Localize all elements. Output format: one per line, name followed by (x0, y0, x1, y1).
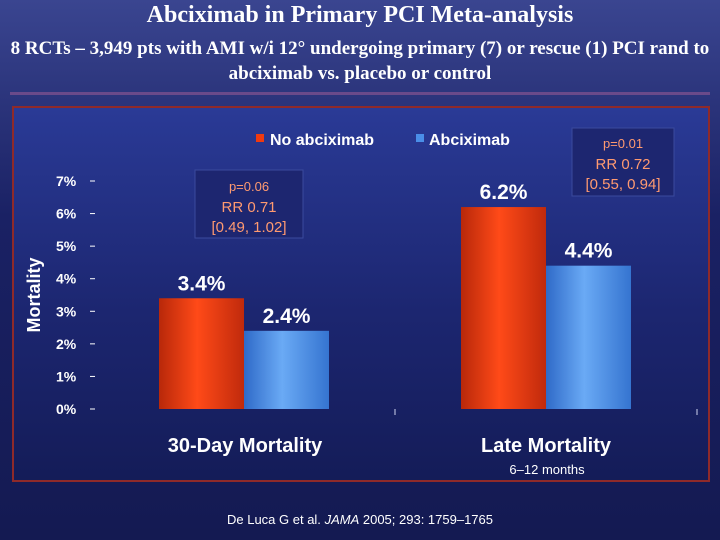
annotation-ci: [0.55, 0.94] (585, 176, 660, 193)
category-label-30-day: 30-Day Mortality (168, 435, 323, 457)
citation: De Luca G et al. JAMA 2005; 293: 1759–17… (0, 512, 720, 527)
bar-no-abciximab-late (461, 207, 546, 409)
y-tick-label: 7% (56, 173, 77, 189)
slide-title: Abciximab in Primary PCI Meta-analysis (146, 2, 574, 28)
annotation-30-day: p=0.06 RR 0.71 [0.49, 1.02] (194, 169, 304, 239)
y-tick-label: 5% (56, 238, 77, 254)
y-tick-label: 2% (56, 336, 77, 352)
bar-abciximab-30-day (244, 330, 329, 409)
annotation-p-value: p=0.01 (603, 136, 643, 151)
bar-abciximab-late (546, 265, 631, 409)
annotation-rr: RR 0.72 (595, 156, 650, 173)
category-label-late: Late Mortality (481, 435, 612, 457)
legend: No abciximab Abciximab (256, 132, 510, 149)
bar-value-label: 2.4% (263, 305, 311, 328)
title-divider (10, 92, 710, 95)
annotation-ci: [0.49, 1.02] (211, 219, 286, 236)
citation-details: 2005; 293: 1759–1765 (362, 512, 493, 527)
annotation-rr: RR 0.71 (221, 199, 276, 216)
bar-value-label: 6.2% (480, 181, 528, 204)
y-axis-label: Mortality (24, 257, 44, 332)
annotation-p-value: p=0.06 (229, 179, 269, 194)
legend-label-no-abciximab: No abciximab (270, 132, 374, 149)
y-tick-label: 0% (56, 401, 77, 417)
legend-swatch-abciximab (416, 134, 424, 142)
y-axis-ticks: 0% 1% 2% 3% 4% 5% 6% 7% (56, 173, 95, 417)
legend-label-abciximab: Abciximab (429, 132, 510, 149)
citation-journal: JAMA (324, 512, 360, 527)
annotation-box (571, 127, 675, 197)
bar-value-label: 3.4% (178, 272, 226, 295)
y-tick-label: 6% (56, 206, 77, 222)
bar-value-label: 4.4% (565, 240, 613, 263)
bar-no-abciximab-30-day (159, 298, 244, 409)
citation-authors: De Luca G et al. (226, 512, 321, 527)
category-sublabel-late: 6–12 months (509, 462, 585, 477)
annotation-box (194, 169, 304, 239)
bars: 3.4% 6.2% 2.4% 4.4% (159, 181, 631, 409)
y-tick-label: 3% (56, 303, 77, 319)
y-tick-label: 1% (56, 368, 77, 384)
legend-swatch-no-abciximab (256, 134, 264, 142)
y-tick-label: 4% (56, 271, 77, 287)
annotation-late: p=0.01 RR 0.72 [0.55, 0.94] (571, 127, 675, 197)
slide-subtitle: 8 RCTs – 3,949 pts with AMI w/i 12° unde… (10, 38, 710, 84)
x-axis-ticks (394, 409, 698, 415)
